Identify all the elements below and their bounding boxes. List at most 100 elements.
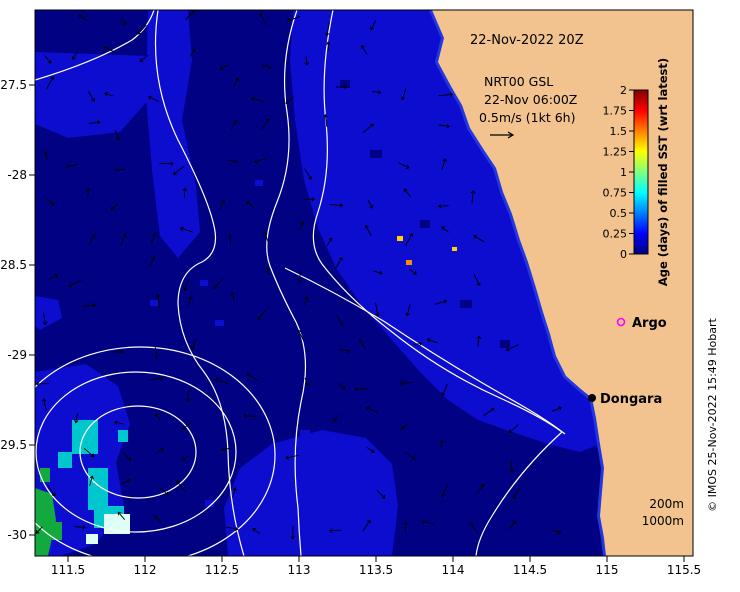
vector-arrow-icon bbox=[403, 188, 412, 198]
vector-arrow-icon bbox=[551, 529, 562, 535]
vector-arrow-icon bbox=[329, 203, 344, 208]
vector-arrow-icon bbox=[263, 231, 270, 244]
vector-arrow-icon bbox=[361, 45, 368, 55]
gsl-contour-lines bbox=[35, 10, 566, 556]
vector-arrow-icon bbox=[400, 88, 407, 101]
colorbar-tick-label: 1.25 bbox=[603, 146, 628, 159]
vector-arrow-icon bbox=[245, 201, 255, 208]
vector-arrow-icon bbox=[176, 480, 186, 492]
colorbar-title: Age (days) of filled SST (wrt latest) bbox=[656, 58, 670, 286]
vector-arrow-icon bbox=[337, 348, 351, 354]
vector-arrow-icon bbox=[323, 114, 328, 127]
vector-arrow-icon bbox=[285, 96, 294, 105]
vector-arrow-icon bbox=[286, 15, 300, 23]
vector-arrow-icon bbox=[326, 41, 331, 51]
vector-arrow-icon bbox=[68, 279, 82, 288]
vector-arrow-icon bbox=[173, 165, 185, 175]
vector-arrow-icon bbox=[405, 304, 411, 317]
y-axis: -27.5 -28 -28.5 -29 -29.5 -30 bbox=[0, 78, 35, 542]
vector-arrow-icon bbox=[89, 475, 94, 486]
colorbar-tick-label: 1.75 bbox=[603, 105, 628, 118]
vector-arrow-icon bbox=[297, 270, 302, 284]
vector-arrow-icon bbox=[441, 158, 447, 170]
vector-arrow-icon bbox=[426, 337, 439, 344]
vector-arrow-icon bbox=[45, 197, 55, 206]
vector-arrow-icon bbox=[371, 89, 382, 95]
vector-arrow-icon bbox=[114, 420, 124, 425]
vector-arrow-icon bbox=[303, 296, 309, 306]
vector-arrow-icon bbox=[114, 167, 125, 173]
isobath-200m-label: 200m bbox=[649, 497, 684, 511]
vector-arrow-icon bbox=[285, 454, 300, 460]
vector-arrow-icon bbox=[476, 335, 482, 347]
vector-arrow-icon bbox=[221, 447, 232, 452]
vector-arrow-icon bbox=[469, 521, 478, 534]
eddy-contour-middle bbox=[35, 371, 237, 533]
timestamp-label: 22-Nov-2022 20Z bbox=[470, 33, 584, 48]
vector-arrow-icon bbox=[364, 224, 372, 237]
vector-arrow-icon bbox=[119, 17, 127, 25]
vector-arrow-icon bbox=[304, 56, 309, 66]
vector-arrow-icon bbox=[139, 54, 149, 62]
vector-arrow-icon bbox=[362, 123, 374, 134]
vector-arrow-icon bbox=[227, 233, 233, 246]
vector-arrow-icon bbox=[508, 520, 517, 530]
vector-arrow-icon bbox=[372, 270, 383, 275]
vector-arrow-icon bbox=[369, 20, 376, 31]
vector-arrow-icon bbox=[327, 237, 333, 246]
vector-arrow-icon bbox=[47, 485, 56, 497]
colorbar-tick-label: 2 bbox=[620, 84, 627, 97]
vector-arrow-icon bbox=[434, 299, 448, 305]
vector-arrow-icon bbox=[304, 168, 312, 180]
vector-arrow-icon bbox=[103, 45, 114, 52]
y-tick-label: -29.5 bbox=[0, 438, 27, 452]
contour-line bbox=[154, 10, 245, 556]
vector-arrow-icon bbox=[214, 378, 229, 385]
land-polygon bbox=[432, 10, 693, 556]
vector-arrow-icon bbox=[226, 526, 239, 532]
plot-border bbox=[34, 9, 694, 557]
x-tick-label: 113.5 bbox=[359, 563, 393, 577]
vector-arrow-icon bbox=[366, 406, 378, 413]
vector-arrow-icon bbox=[46, 76, 55, 90]
colorbar-tick-label: 1 bbox=[620, 166, 627, 179]
vector-arrow-icon bbox=[325, 22, 330, 37]
y-tick-label: -30 bbox=[7, 528, 27, 542]
contour-line bbox=[266, 10, 307, 556]
markers: Argo Dongara bbox=[588, 316, 667, 407]
vector-arrow-icon bbox=[354, 386, 368, 392]
vector-arrow-icon bbox=[243, 413, 257, 419]
vector-arrow-icon bbox=[509, 459, 514, 473]
imos-watermark: © IMOS 25-Nov-2022 15:49 Hobart bbox=[706, 317, 719, 511]
vector-arrow-icon bbox=[228, 159, 238, 164]
vector-arrow-icon bbox=[246, 373, 259, 381]
vector-arrow-icon bbox=[512, 487, 521, 500]
vector-arrow-icon bbox=[441, 383, 448, 397]
eddy-contour-inner bbox=[79, 405, 197, 499]
colorbar-tick-label: 0.75 bbox=[603, 187, 628, 200]
vector-arrow-icon bbox=[439, 439, 445, 449]
x-tick-label: 113 bbox=[288, 563, 311, 577]
vector-arrow-icon bbox=[408, 268, 417, 275]
vector-arrow-icon bbox=[137, 24, 147, 35]
vector-arrow-icon bbox=[437, 203, 449, 209]
vector-arrow-icon bbox=[87, 90, 95, 102]
x-tick-label: 112.5 bbox=[205, 563, 239, 577]
vector-arrow-icon bbox=[337, 382, 346, 390]
vector-arrow-icon bbox=[403, 521, 408, 533]
vector-arrow-icon bbox=[303, 196, 316, 202]
vector-arrow-icon bbox=[438, 123, 451, 129]
vector-arrow-icon bbox=[508, 424, 519, 434]
vector-arrow-icon bbox=[265, 266, 270, 276]
vector-arrow-icon bbox=[187, 295, 193, 306]
vector-arrow-icon bbox=[477, 483, 485, 494]
vector-arrow-icon bbox=[438, 92, 454, 97]
vector-arrow-icon bbox=[257, 308, 267, 320]
eddy-contour-outer bbox=[35, 346, 276, 556]
vector-arrow-icon bbox=[253, 157, 267, 164]
vector-arrow-icon bbox=[213, 278, 223, 289]
vector-arrow-icon bbox=[232, 77, 240, 88]
vector-arrow-icon bbox=[149, 376, 164, 381]
